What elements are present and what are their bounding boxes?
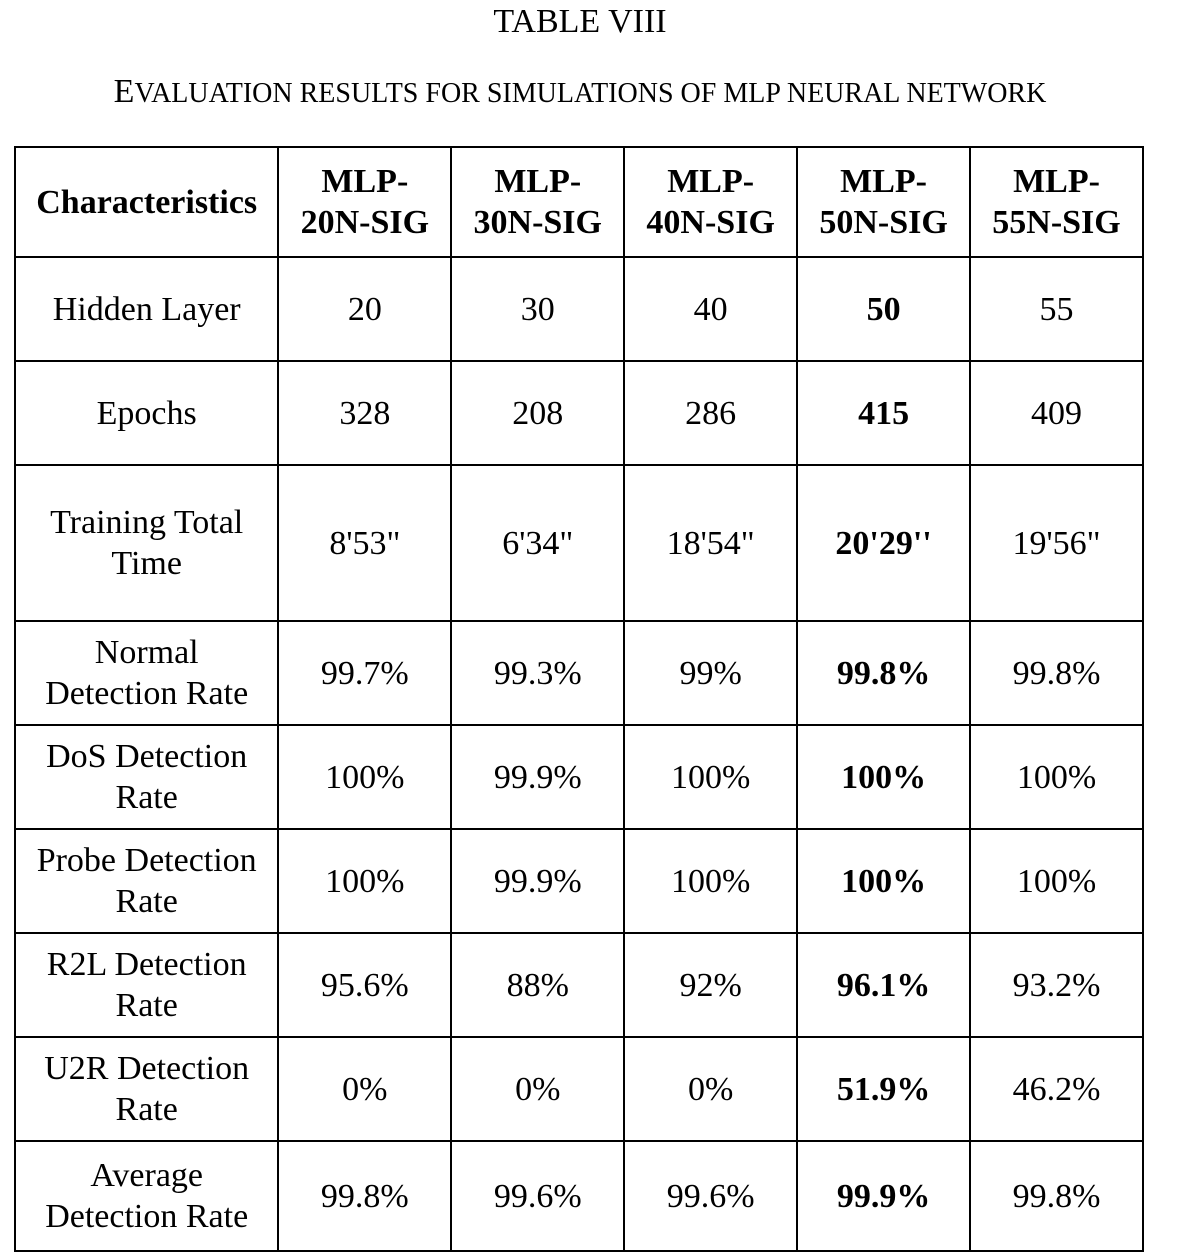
row-label: Probe Detection Rate [13,828,280,934]
table-cell-highlight: 20'29'' [796,464,972,622]
table-cell: 99.8% [969,620,1144,726]
table-cell-highlight: 51.9% [796,1036,972,1142]
table-cell: 208 [450,360,626,466]
table-cell: 95.6% [277,932,453,1038]
table-cell: 6'34" [450,464,626,622]
table-cell: 100% [623,724,799,830]
table-caption: EVALUATION RESULTS FOR SIMULATIONS OF ML… [0,70,1160,116]
table-title: TABLE VIII [493,3,667,40]
table-cell: 8'53" [277,464,453,622]
row-label: U2R Detection Rate [13,1036,280,1142]
table-cell: 18'54" [623,464,799,622]
table-cell: 99.8% [969,1140,1144,1252]
corner-header: Characteristics [13,146,280,258]
results-table: Characteristics MLP- 20N-SIG MLP- 30N-SIG … [13,146,1144,1252]
header-row: Characteristics MLP- 20N-SIG MLP- 30N-SIG … [13,146,1144,258]
table-cell-highlight: 96.1% [796,932,972,1038]
table-row: Epochs 328 208 286 415 409 [13,360,1144,466]
table-row: Normal Detection Rate 99.7% 99.3% 99% 99.… [13,620,1144,726]
table-cell-highlight: 100% [796,724,972,830]
table-cell: 100% [623,828,799,934]
table-row: U2R Detection Rate 0% 0% 0% 51.9% 46.2% [13,1036,1144,1142]
column-header: MLP- 30N-SIG [450,146,626,258]
table-cell: 328 [277,360,453,466]
row-label: Training Total Time [13,464,280,622]
column-header: MLP- 20N-SIG [277,146,453,258]
table-cell: 99.3% [450,620,626,726]
table-row: Probe Detection Rate 100% 99.9% 100% 100%… [13,828,1144,934]
table-cell: 100% [277,724,453,830]
table-row: Hidden Layer 20 30 40 50 55 [13,256,1144,362]
table-cell: 92% [623,932,799,1038]
row-label: Average Detection Rate [13,1140,280,1252]
table-cell: 99.9% [450,724,626,830]
table-row: DoS Detection Rate 100% 99.9% 100% 100% 1… [13,724,1144,830]
table-cell: 88% [450,932,626,1038]
caption-rest: VALUATION RESULTS FOR SIMULATIONS OF MLP… [134,78,1047,109]
table-cell: 99.6% [450,1140,626,1252]
row-label: Hidden Layer [13,256,280,362]
row-label: Normal Detection Rate [13,620,280,726]
column-header: MLP- 55N-SIG [969,146,1144,258]
table-cell: 46.2% [969,1036,1144,1142]
table-cell: 19'56" [969,464,1144,622]
table-cell: 100% [277,828,453,934]
table-cell-highlight: 99.9% [796,1140,972,1252]
table-cell: 30 [450,256,626,362]
table-cell: 99.8% [277,1140,453,1252]
table-row: Training Total Time 8'53" 6'34" 18'54" 20… [13,464,1144,622]
table-cell: 20 [277,256,453,362]
row-label: R2L Detection Rate [13,932,280,1038]
table-cell: 100% [969,724,1144,830]
table-row: R2L Detection Rate 95.6% 88% 92% 96.1% 93… [13,932,1144,1038]
table-cell: 100% [969,828,1144,934]
table-cell: 0% [623,1036,799,1142]
table-cell-highlight: 100% [796,828,972,934]
table-cell: 99.7% [277,620,453,726]
table-cell: 99% [623,620,799,726]
row-label: Epochs [13,360,280,466]
table-cell: 286 [623,360,799,466]
table-cell: 0% [277,1036,453,1142]
column-header: MLP- 50N-SIG [796,146,972,258]
table-cell-highlight: 415 [796,360,972,466]
table-cell: 99.6% [623,1140,799,1252]
table-cell-highlight: 50 [796,256,972,362]
table-row: Average Detection Rate 99.8% 99.6% 99.6% … [13,1140,1144,1252]
table-cell: 99.9% [450,828,626,934]
caption-lead: E [113,73,135,110]
column-header: MLP- 40N-SIG [623,146,799,258]
table-cell: 55 [969,256,1144,362]
table-cell: 93.2% [969,932,1144,1038]
table-cell: 409 [969,360,1144,466]
table-cell: 0% [450,1036,626,1142]
row-label: DoS Detection Rate [13,724,280,830]
table-cell: 40 [623,256,799,362]
table-cell-highlight: 99.8% [796,620,972,726]
